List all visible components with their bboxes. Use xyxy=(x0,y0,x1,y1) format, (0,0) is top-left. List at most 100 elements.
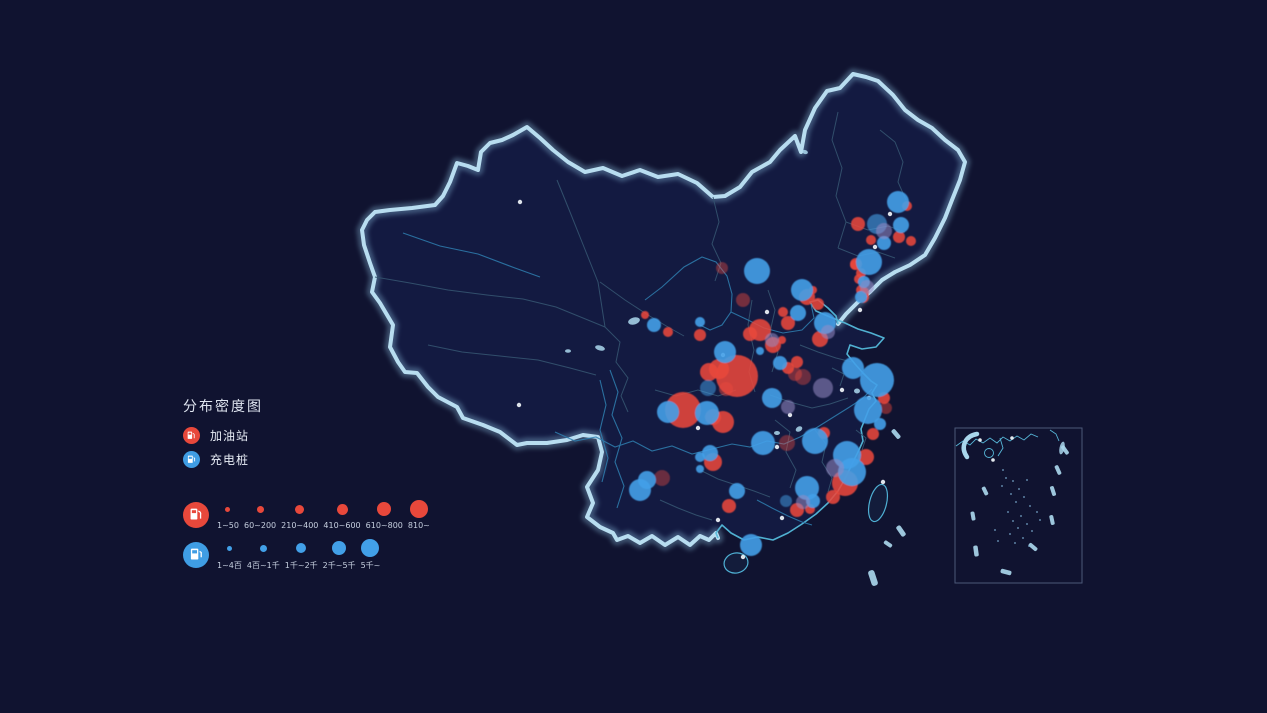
map-bubble-ev[interactable] xyxy=(657,401,679,423)
scale-label: 4百~1千 xyxy=(246,561,280,570)
map-bubble-ev[interactable] xyxy=(854,396,882,424)
map-bubble-ev[interactable] xyxy=(756,347,764,355)
map-bubble-ev[interactable] xyxy=(802,428,828,454)
map-bubble-gas[interactable] xyxy=(778,336,786,344)
map-bubble-gas[interactable] xyxy=(700,363,718,381)
map-bubble-gas[interactable] xyxy=(694,329,706,341)
bubble-layer[interactable] xyxy=(629,191,916,556)
scale-dot-gas xyxy=(409,500,428,518)
map-bubble-ev[interactable] xyxy=(790,305,806,321)
legend-item-gas[interactable]: 加油站 xyxy=(183,427,249,444)
map-bubble-ev[interactable] xyxy=(629,479,651,501)
scale-col: 2千~5千 xyxy=(323,538,356,571)
lake xyxy=(595,345,605,351)
scale-col: 1~50 xyxy=(217,499,239,530)
map-bubble-gas[interactable] xyxy=(736,293,750,307)
map-bubble-gas[interactable] xyxy=(641,311,649,319)
scale-label: 1~50 xyxy=(217,521,239,530)
legend-item-ev[interactable]: 充电桩 xyxy=(183,451,249,468)
map-bubble-gas[interactable] xyxy=(795,369,811,385)
map-bubble-overlap[interactable] xyxy=(781,400,795,414)
map-bubble-gas[interactable] xyxy=(851,217,865,231)
map-bubble-ev[interactable] xyxy=(855,291,867,303)
map-bubble-overlap[interactable] xyxy=(813,378,833,398)
city-dot xyxy=(516,402,522,408)
inset-island-dots xyxy=(994,469,1041,547)
map-bubble-overlap[interactable] xyxy=(821,325,835,339)
scale-col: 410~600 xyxy=(323,499,361,530)
map-bubble-ev[interactable] xyxy=(877,236,891,250)
map-bubble-ev[interactable] xyxy=(740,534,762,556)
lake xyxy=(854,388,860,394)
map-bubble-ev[interactable] xyxy=(744,258,770,284)
map-bubble-ev[interactable] xyxy=(860,363,894,397)
map-bubble-ev[interactable] xyxy=(874,418,886,430)
map-bubble-gas[interactable] xyxy=(906,236,916,246)
map-bubble-ev[interactable] xyxy=(700,380,716,396)
map-bubble-ev[interactable] xyxy=(842,357,864,379)
scale-col: 4百~1千 xyxy=(247,538,280,571)
map-bubble-ev[interactable] xyxy=(695,317,705,327)
map-bubble-ev[interactable] xyxy=(695,452,705,462)
map-bubble-gas[interactable] xyxy=(858,449,874,465)
map-bubble-gas[interactable] xyxy=(663,327,673,337)
map-bubble-gas[interactable] xyxy=(880,402,892,414)
map-bubble-gas[interactable] xyxy=(812,298,824,310)
map-bubble-gas[interactable] xyxy=(781,316,795,330)
map-bubble-gas[interactable] xyxy=(654,470,670,486)
map-bubble-overlap[interactable] xyxy=(796,495,810,509)
ev-size-scale: 1~4百 4百~1千 1千~2千 2千~5千 5千~ xyxy=(183,538,380,571)
map-bubble-ev[interactable] xyxy=(773,356,787,370)
map-bubble-overlap[interactable] xyxy=(860,280,874,294)
scale-col: 1千~2千 xyxy=(285,538,318,571)
map-bubble-gas[interactable] xyxy=(716,262,728,274)
map-bubble-overlap[interactable] xyxy=(826,459,844,477)
map-bubble-gas[interactable] xyxy=(779,435,795,451)
map-bubble-ev[interactable] xyxy=(791,279,813,301)
island-dot xyxy=(1020,515,1022,517)
map-bubble-gas[interactable] xyxy=(743,327,757,341)
lake xyxy=(774,431,780,435)
inset-hainan xyxy=(984,448,994,458)
map-bubble-ev[interactable] xyxy=(696,465,704,473)
nine-dash-segment xyxy=(981,486,989,496)
map-bubble-gas[interactable] xyxy=(866,235,876,245)
scale-dot-gas xyxy=(295,504,305,514)
map-bubble-ev[interactable] xyxy=(702,445,718,461)
scale-col: 210~400 xyxy=(281,499,318,530)
scale-dot-ev xyxy=(361,539,380,557)
map-bubble-ev[interactable] xyxy=(751,431,775,455)
map-bubble-ev[interactable] xyxy=(893,217,909,233)
map-bubble-ev[interactable] xyxy=(647,318,661,332)
scale-label: 810~ xyxy=(407,521,430,530)
map-bubble-gas[interactable] xyxy=(778,307,788,317)
map-bubble-ev[interactable] xyxy=(729,483,745,499)
map-bubble-gas[interactable] xyxy=(867,428,879,440)
nine-dash-segment xyxy=(1061,445,1069,455)
map-bubble-ev[interactable] xyxy=(714,341,736,363)
map-bubble-ev[interactable] xyxy=(762,388,782,408)
scale-col: 610~800 xyxy=(366,499,403,530)
map-bubble-ev[interactable] xyxy=(838,458,866,486)
map-bubble-gas[interactable] xyxy=(826,490,840,504)
map-bubble-overlap[interactable] xyxy=(765,333,779,347)
map-bubble-gas[interactable] xyxy=(719,382,733,396)
scale-dot-gas xyxy=(256,505,264,513)
map-bubble-gas[interactable] xyxy=(722,499,736,513)
scale-col: 5千~ xyxy=(361,538,380,571)
map-bubble-ev[interactable] xyxy=(780,495,792,507)
scale-label: 210~400 xyxy=(281,521,319,530)
map-bubble-gas[interactable] xyxy=(893,231,905,243)
map-bubble-ev[interactable] xyxy=(695,401,719,425)
island-dot xyxy=(1036,511,1038,513)
map-bubble-gas[interactable] xyxy=(791,356,803,368)
map-bubble-ev[interactable] xyxy=(856,249,882,275)
nine-dash-segment xyxy=(896,525,906,537)
map-bubble-ev[interactable] xyxy=(887,191,909,213)
coastline xyxy=(715,299,885,541)
inset-estuary xyxy=(997,437,1004,457)
scale-dot-gas xyxy=(336,503,348,515)
scale-dot-gas xyxy=(377,502,392,516)
map-bubble-overlap[interactable] xyxy=(876,223,892,239)
